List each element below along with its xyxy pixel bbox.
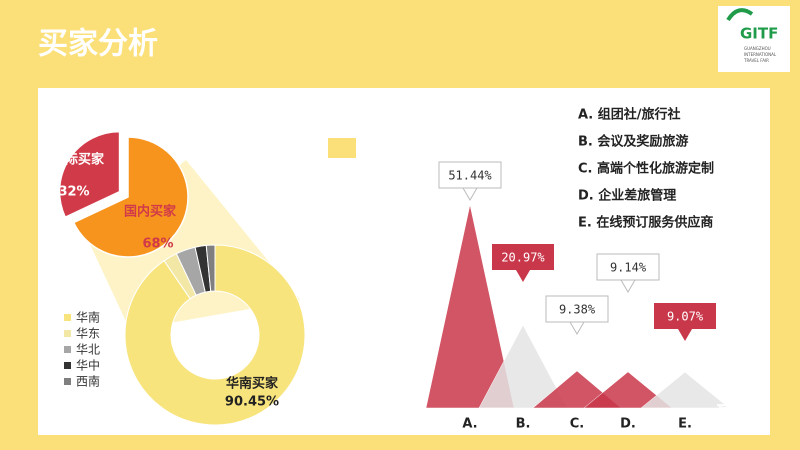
logo-subtitle: TRAVEL FAIR [743,58,769,63]
triangle-bar [583,371,673,409]
slide-title: 买家分析 [38,27,158,62]
donut-slice [124,244,306,426]
decor-block [328,138,356,158]
x-tick-label: D. [620,417,636,432]
legend-marker [64,346,71,353]
x-tick-label: B. [516,417,531,432]
legend-marker [64,314,71,321]
logo-subtitle: INTERNATIONAL [744,52,777,57]
triangle-bar [640,371,730,409]
value-label: 9.07% [667,310,704,324]
slice-label: 国内买家 [124,204,177,220]
callout-pointer [678,329,692,341]
legend-label: 华南 [76,310,100,325]
callout-box [654,303,716,329]
category-description: E. 在线预订服务供应商 [578,215,713,231]
legend-marker [64,378,71,385]
triangle-bar [478,324,568,409]
legend-label: 华北 [76,343,100,357]
logo-name: GITF [740,25,778,43]
x-tick-label: A. [462,417,477,432]
value-label: 9.14% [610,261,647,275]
legend-label: 华中 [76,358,100,373]
category-description: D. 企业差旅管理 [578,188,676,204]
value-label: 9.38% [559,303,596,317]
category-description: A. 组团社/旅行社 [578,107,681,123]
pie-slice [72,136,189,258]
donut-center-label: 华南买家 [226,376,279,392]
value-label: 51.44% [448,169,492,183]
watermark: 聚展 [715,403,768,433]
callout-box [596,253,660,281]
callout-box [545,295,609,323]
callout-box [492,244,554,270]
pie-slice [58,130,121,219]
x-tick-label: C. [570,417,584,432]
category-description: B. 会议及奖励旅游 [578,134,688,150]
logo-subtitle: GUANGZHOU [744,46,771,51]
x-tick-label: E. [678,417,692,432]
slice-label: 国际买家 [52,152,105,168]
category-description: C. 高端个性化旅游定制 [578,161,714,177]
value-label: 20.97% [501,251,545,265]
donut-value: 90.45% [225,395,279,410]
legend-marker [64,362,71,369]
legend-marker [64,330,71,337]
legend-label: 华东 [76,327,100,341]
callout-pointer [516,270,530,282]
slice-value: 32% [58,185,89,200]
slice-value: 68% [142,237,173,252]
callout-box [438,161,502,189]
triangle-bar [425,204,515,409]
logo-swoosh [726,8,754,22]
donut-slice [205,244,216,292]
legend-label: 西南 [76,374,100,389]
